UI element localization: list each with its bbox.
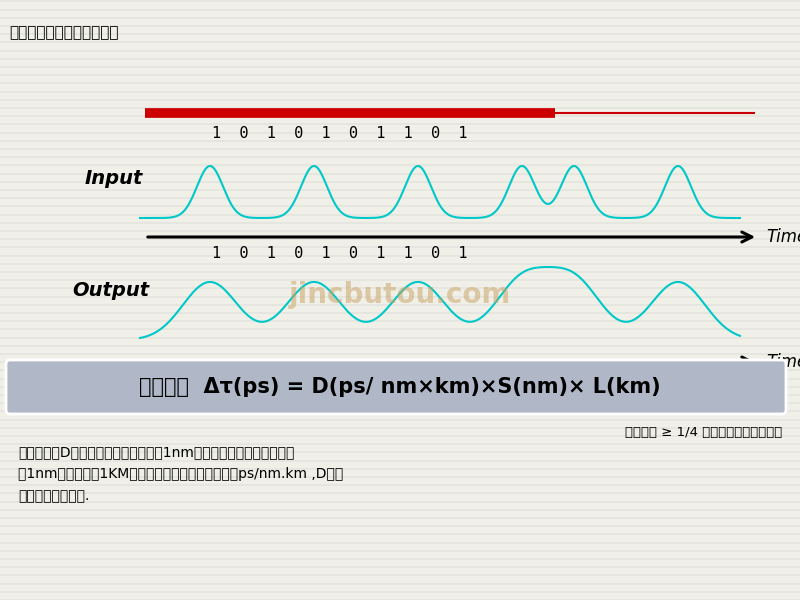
Text: Time: Time (766, 228, 800, 246)
Text: 用色散系数D来描述光纤的色散指标：1nm波长范围（指光源的谱宽小: 用色散系数D来描述光纤的色散指标：1nm波长范围（指光源的谱宽小 (18, 445, 294, 459)
Text: 光纤色散效应对传输的影响: 光纤色散效应对传输的影响 (9, 25, 118, 40)
Text: 脉冲展宽  Δτ(ps) = D(ps/ nm×km)×S(nm)× L(km): 脉冲展宽 Δτ(ps) = D(ps/ nm×km)×S(nm)× L(km) (139, 377, 661, 397)
Text: Output: Output (72, 280, 149, 299)
Text: Time: Time (766, 353, 800, 371)
Text: jincbutou.com: jincbutou.com (289, 281, 511, 309)
Text: 于1nm）的光通过1KM光纤出现的时延差异，单位为ps/nm.km ,D越小: 于1nm）的光通过1KM光纤出现的时延差异，单位为ps/nm.km ,D越小 (18, 467, 343, 481)
FancyBboxPatch shape (6, 360, 786, 414)
Text: Input: Input (85, 169, 143, 187)
Text: 脉冲展宽 ≥ 1/4 比特周期时会引起误码: 脉冲展宽 ≥ 1/4 比特周期时会引起误码 (625, 426, 782, 439)
Text: 1  0  1  0  1  0  1  1  0  1: 1 0 1 0 1 0 1 1 0 1 (212, 247, 468, 262)
Text: 1  0  1  0  1  0  1  1  0  1: 1 0 1 0 1 0 1 1 0 1 (212, 127, 468, 142)
Text: ，则光纤带宽越大.: ，则光纤带宽越大. (18, 489, 90, 503)
